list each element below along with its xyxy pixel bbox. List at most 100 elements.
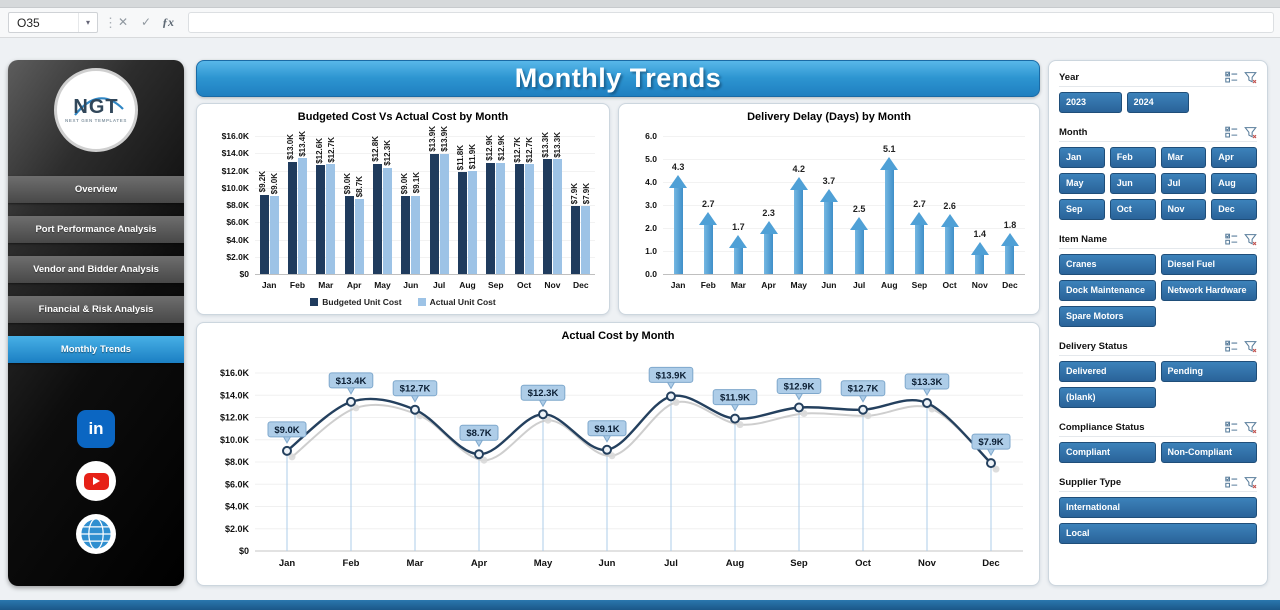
bar-budgeted[interactable] [571, 205, 581, 274]
bar-actual[interactable] [467, 171, 477, 274]
data-point[interactable] [410, 404, 420, 415]
up-arrow-shaft[interactable] [764, 234, 774, 274]
bar-actual[interactable] [297, 158, 307, 274]
slicer-button-delivered[interactable]: Delivered [1059, 361, 1156, 382]
slicer-button-aug[interactable]: Aug [1211, 173, 1257, 194]
data-point[interactable] [602, 444, 612, 455]
arrow-chart-plot-area[interactable]: 0.0 1.0 2.0 3.0 4.0 5.0 6.0 4.3 2.7 1.7 2.3 4.2 3.7 2… [645, 131, 1025, 279]
slicer-button-nov[interactable]: Nov [1160, 199, 1207, 220]
bar-budgeted[interactable] [316, 165, 326, 274]
slicer-button-jan[interactable]: Jan [1059, 147, 1105, 168]
bar-actual[interactable] [326, 164, 336, 274]
data-point[interactable] [922, 398, 932, 408]
up-arrow-shaft[interactable] [794, 190, 804, 274]
multiselect-icon[interactable] [1225, 71, 1238, 84]
slicer-button-compliant[interactable]: Compliant [1059, 442, 1156, 463]
up-arrow-shaft[interactable] [673, 188, 683, 274]
sidebar-item-monthly-trends[interactable]: Monthly Trends [8, 336, 184, 363]
bar-actual[interactable] [439, 154, 449, 274]
formula-input[interactable] [188, 12, 1274, 33]
sidebar-item-port-performance[interactable]: Port Performance Analysis [8, 216, 184, 243]
up-arrow-icon[interactable] [910, 211, 929, 225]
cancel-icon[interactable]: ✕ [118, 15, 129, 29]
up-arrow-shaft[interactable] [854, 229, 864, 274]
bar-actual[interactable] [552, 159, 562, 274]
up-arrow-icon[interactable] [729, 234, 748, 248]
slicer-button-pending[interactable]: Pending [1160, 361, 1257, 382]
bar-actual[interactable] [496, 162, 506, 274]
bar-chart-plot-area[interactable]: $0 $2.0K $4.0K $6.0K $8.0K $10.0K $12.0K $14.0K… [222, 126, 595, 279]
bar-budgeted[interactable] [486, 162, 496, 274]
up-arrow-shaft[interactable] [824, 201, 834, 274]
up-arrow-shaft[interactable] [975, 254, 985, 274]
clear-filter-icon[interactable] [1244, 340, 1257, 353]
bar-budgeted[interactable] [259, 194, 269, 274]
up-arrow-icon[interactable] [669, 175, 688, 189]
clear-filter-icon[interactable] [1244, 126, 1257, 139]
clear-filter-icon[interactable] [1244, 71, 1257, 84]
bar-budgeted[interactable] [514, 164, 524, 274]
bar-budgeted[interactable] [287, 161, 297, 274]
up-arrow-icon[interactable] [759, 221, 778, 235]
slicer-button-feb[interactable]: Feb [1109, 147, 1156, 168]
multiselect-icon[interactable] [1225, 126, 1238, 139]
slicer-button-jul[interactable]: Jul [1160, 173, 1207, 194]
slicer-button-blank[interactable]: (blank) [1059, 387, 1156, 408]
insert-function-icon[interactable]: ƒx [162, 15, 174, 29]
slicer-button-jun[interactable]: Jun [1109, 173, 1156, 194]
sidebar-item-financial-risk[interactable]: Financial & Risk Analysis [8, 296, 184, 323]
enter-icon[interactable]: ✓ [141, 15, 152, 29]
up-arrow-icon[interactable] [850, 216, 869, 230]
data-point[interactable] [666, 391, 676, 402]
sidebar-item-vendor-bidder[interactable]: Vendor and Bidder Analysis [8, 256, 184, 283]
data-point[interactable] [346, 396, 356, 407]
data-point[interactable] [986, 458, 996, 469]
youtube-icon[interactable] [76, 461, 116, 501]
bar-actual[interactable] [581, 205, 591, 274]
slicer-button-oct[interactable]: Oct [1109, 199, 1156, 220]
up-arrow-shaft[interactable] [914, 224, 924, 274]
slicer-button-may[interactable]: May [1059, 173, 1105, 194]
clear-filter-icon[interactable] [1244, 233, 1257, 246]
up-arrow-shaft[interactable] [703, 224, 713, 274]
bar-budgeted[interactable] [457, 172, 467, 274]
bar-budgeted[interactable] [542, 159, 552, 274]
slicer-button-2023[interactable]: 2023 [1059, 92, 1122, 113]
bar-budgeted[interactable] [344, 196, 354, 274]
slicer-button-network-hardware[interactable]: Network Hardware [1160, 280, 1257, 301]
slicer-button-diesel-fuel[interactable]: Diesel Fuel [1160, 254, 1257, 275]
slicer-button-mar[interactable]: Mar [1160, 147, 1207, 168]
bar-actual[interactable] [411, 195, 421, 274]
slicer-button-spare-motors[interactable]: Spare Motors [1059, 306, 1156, 327]
data-point[interactable] [282, 445, 292, 456]
up-arrow-icon[interactable] [880, 156, 899, 170]
up-arrow-shaft[interactable] [733, 247, 743, 274]
data-point[interactable] [794, 402, 804, 413]
slicer-button-international[interactable]: International [1059, 497, 1257, 518]
bar-actual[interactable] [524, 164, 534, 274]
data-point[interactable] [730, 413, 740, 424]
up-arrow-icon[interactable] [940, 214, 959, 228]
bar-actual[interactable] [269, 196, 279, 274]
up-arrow-icon[interactable] [789, 177, 808, 191]
bar-actual[interactable] [354, 198, 364, 274]
data-point[interactable] [474, 449, 484, 460]
slicer-button-apr[interactable]: Apr [1211, 147, 1257, 168]
up-arrow-icon[interactable] [1000, 232, 1019, 246]
slicer-button-non-compliant[interactable]: Non-Compliant [1160, 442, 1257, 463]
slicer-button-sep[interactable]: Sep [1059, 199, 1105, 220]
bar-budgeted[interactable] [429, 154, 439, 274]
up-arrow-shaft[interactable] [884, 169, 894, 274]
multiselect-icon[interactable] [1225, 476, 1238, 489]
slicer-button-dec[interactable]: Dec [1211, 199, 1257, 220]
up-arrow-icon[interactable] [699, 211, 718, 225]
up-arrow-icon[interactable] [819, 188, 838, 202]
name-box[interactable]: O35 ▾ [8, 12, 98, 33]
linkedin-icon[interactable]: in [77, 410, 115, 448]
multiselect-icon[interactable] [1225, 421, 1238, 434]
line-chart-plot-area[interactable]: $0 $2.0K $4.0K $6.0K $8.0K $10.0K $12.0K $14.0K… [199, 345, 1039, 583]
clear-filter-icon[interactable] [1244, 421, 1257, 434]
bar-actual[interactable] [382, 167, 392, 274]
name-box-dropdown-icon[interactable]: ▾ [78, 13, 97, 32]
website-globe-icon[interactable] [76, 514, 116, 554]
